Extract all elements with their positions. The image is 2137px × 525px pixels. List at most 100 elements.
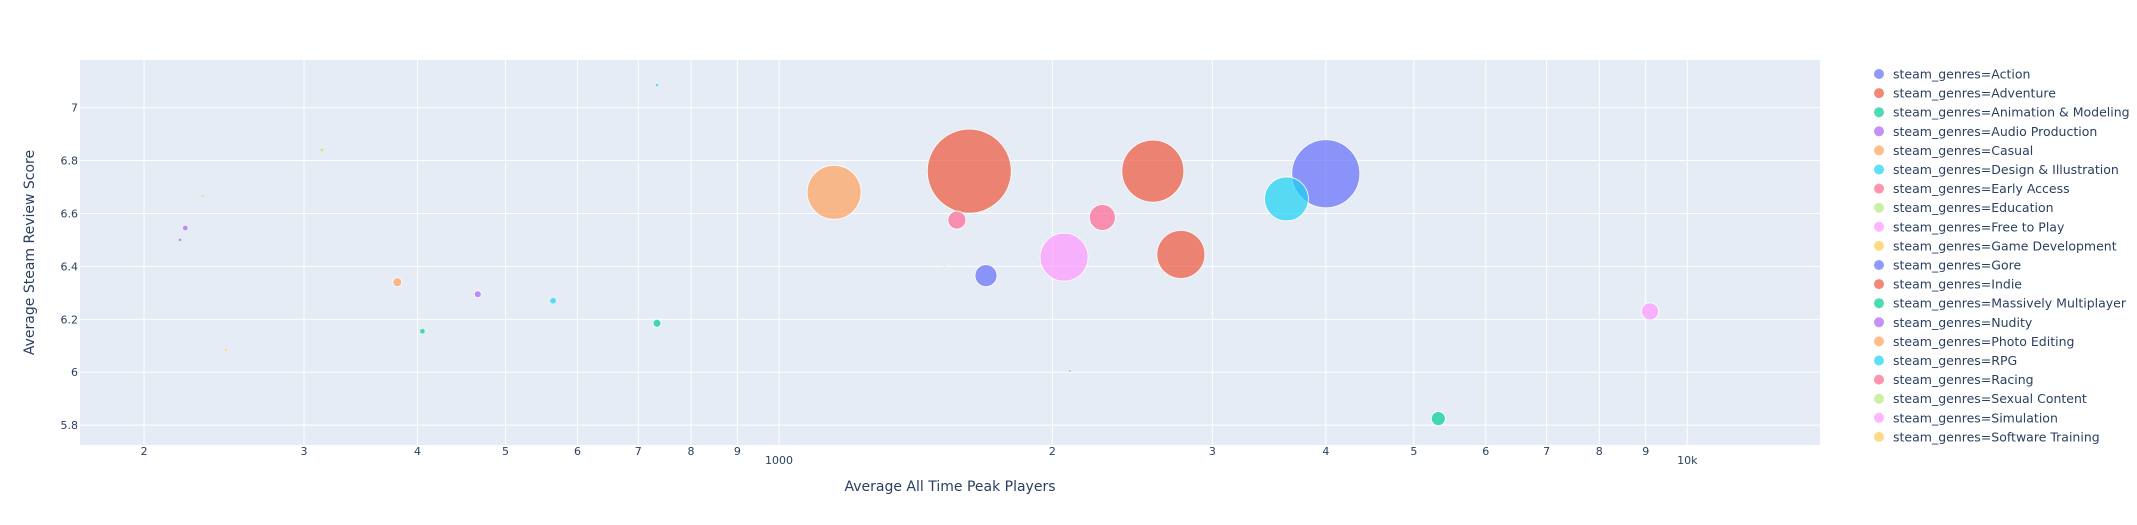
- legend-marker: [1874, 107, 1884, 118]
- bubble-photo-editing[interactable]: [392, 277, 403, 288]
- bubble-simulation[interactable]: [1641, 302, 1659, 321]
- legend-marker: [1874, 221, 1884, 232]
- x-tick-label: 4: [414, 445, 421, 458]
- x-tick-labels: 2 3 4 5 6 7 8 9 1000 2 3 4 5 6 7 8 9 10k: [141, 445, 1698, 467]
- bubble-nudity[interactable]: [178, 238, 182, 242]
- bubble-adventure[interactable]: [926, 128, 1012, 214]
- legend-marker: [1874, 412, 1884, 423]
- legend-item-indie[interactable]: steam_genres=Indie: [1874, 277, 2022, 292]
- legend-label: steam_genres=Racing: [1893, 372, 2034, 387]
- legend-item-early-access[interactable]: steam_genres=Early Access: [1874, 181, 2070, 196]
- x-tick-label: 6: [574, 445, 581, 458]
- legend-label: steam_genres=Casual: [1893, 143, 2033, 158]
- x-tick-label: 5: [502, 445, 509, 458]
- legend-item-rpg[interactable]: steam_genres=RPG: [1874, 353, 2017, 368]
- legend-item-massively-multiplayer[interactable]: steam_genres=Massively Multiplayer: [1874, 296, 2127, 311]
- x-tick-label: 4: [1322, 445, 1329, 458]
- x-tick-label: 1000: [765, 454, 793, 467]
- gridlines: [80, 60, 1820, 445]
- legend-label: steam_genres=Massively Multiplayer: [1893, 296, 2127, 311]
- bubble-rpg[interactable]: [549, 297, 557, 304]
- y-tick-label: 6.4: [61, 260, 79, 273]
- legend-item-action[interactable]: steam_genres=Action: [1874, 67, 2030, 82]
- x-tick-label: 7: [1543, 445, 1550, 458]
- x-tick-label: 8: [687, 445, 694, 458]
- legend-item-sexual-content[interactable]: steam_genres=Sexual Content: [1874, 391, 2087, 406]
- legend-label: steam_genres=Early Access: [1893, 181, 2070, 196]
- bubble-audio-production[interactable]: [182, 225, 188, 231]
- legend-item-software-training[interactable]: steam_genres=Software Training: [1874, 429, 2100, 444]
- bubble-nudity[interactable]: [473, 290, 482, 299]
- legend-marker: [1874, 260, 1884, 270]
- legend-item-simulation[interactable]: steam_genres=Simulation: [1874, 410, 2058, 425]
- bubble-gore[interactable]: [974, 264, 998, 288]
- bubble-action[interactable]: [1291, 139, 1361, 209]
- legend-label: steam_genres=Sexual Content: [1893, 391, 2087, 406]
- x-tick-label: 7: [635, 445, 642, 458]
- legend-label: steam_genres=Indie: [1893, 277, 2022, 292]
- legend-marker: [1874, 88, 1884, 99]
- bubble-casual[interactable]: [806, 164, 862, 220]
- legend-marker: [1874, 317, 1884, 328]
- legend-item-photo-editing[interactable]: steam_genres=Photo Editing: [1874, 334, 2074, 349]
- legend-item-audio-production[interactable]: steam_genres=Audio Production: [1874, 124, 2097, 139]
- legend-marker: [1874, 336, 1884, 347]
- legend-item-nudity[interactable]: steam_genres=Nudity: [1874, 315, 2033, 330]
- legend-item-animation-modeling[interactable]: steam_genres=Animation & Modeling: [1874, 105, 2130, 120]
- legend-marker: [1874, 374, 1884, 385]
- y-axis-title: Average Steam Review Score: [22, 150, 38, 355]
- bubble-massively-multiplayer[interactable]: [652, 318, 662, 328]
- legend-label: steam_genres=Action: [1893, 67, 2030, 82]
- bubble-software-training[interactable]: [224, 348, 228, 352]
- legend-label: steam_genres=Nudity: [1893, 315, 2033, 330]
- legend: steam_genres=Action steam_genres=Adventur…: [1874, 67, 2130, 444]
- x-tick-label: 2: [141, 445, 148, 458]
- legend-label: steam_genres=Animation & Modeling: [1893, 105, 2130, 120]
- legend-item-design-illustration[interactable]: steam_genres=Design & Illustration: [1874, 162, 2119, 177]
- legend-marker: [1874, 431, 1884, 442]
- legend-label: steam_genres=Photo Editing: [1893, 334, 2074, 349]
- legend-item-gore[interactable]: steam_genres=Gore: [1874, 258, 2021, 273]
- legend-label: steam_genres=Game Development: [1893, 238, 2117, 253]
- legend-marker: [1874, 298, 1884, 309]
- legend-marker: [1874, 183, 1884, 194]
- bubble-massively-multiplayer[interactable]: [1430, 411, 1446, 426]
- bubble-education[interactable]: [201, 194, 205, 198]
- bubble-early-access[interactable]: [1088, 204, 1116, 231]
- legend-item-casual[interactable]: steam_genres=Casual: [1874, 143, 2033, 158]
- bubble-racing[interactable]: [947, 210, 967, 230]
- legend-marker: [1874, 126, 1884, 137]
- x-axis-title: Average All Time Peak Players: [844, 479, 1055, 495]
- x-tick-label: 6: [1482, 445, 1489, 458]
- legend-label: steam_genres=Adventure: [1893, 86, 2056, 101]
- bubble-game-development[interactable]: [942, 265, 946, 268]
- legend-label: steam_genres=RPG: [1893, 353, 2017, 368]
- bubble-rpg[interactable]: [655, 83, 659, 87]
- legend-marker: [1874, 279, 1884, 290]
- bubble-indie[interactable]: [1121, 139, 1185, 203]
- bubble-indie[interactable]: [1156, 230, 1206, 279]
- legend-label: steam_genres=Gore: [1893, 258, 2021, 273]
- x-tick-label: 3: [301, 445, 308, 458]
- bubble-nudity[interactable]: [1068, 369, 1071, 373]
- bubble-animation-modeling[interactable]: [419, 328, 426, 334]
- legend-item-adventure[interactable]: steam_genres=Adventure: [1874, 86, 2056, 101]
- plot-background: [80, 60, 1820, 445]
- y-tick-label: 6: [71, 366, 78, 379]
- legend-item-education[interactable]: steam_genres=Education: [1874, 200, 2054, 215]
- legend-label: steam_genres=Software Training: [1893, 429, 2100, 444]
- x-tick-label: 5: [1410, 445, 1417, 458]
- legend-marker: [1874, 69, 1884, 79]
- legend-item-game-development[interactable]: steam_genres=Game Development: [1874, 238, 2117, 253]
- legend-marker: [1874, 145, 1884, 156]
- legend-item-racing[interactable]: steam_genres=Racing: [1874, 372, 2034, 387]
- y-tick-labels: 5.8 6 6.2 6.4 6.6 6.8 7: [61, 102, 79, 433]
- y-tick-label: 7: [71, 102, 78, 115]
- bubble-free-to-play[interactable]: [1039, 232, 1089, 282]
- legend-item-free-to-play[interactable]: steam_genres=Free to Play: [1874, 219, 2065, 234]
- x-tick-label: 10k: [1677, 454, 1698, 467]
- legend-label: steam_genres=Audio Production: [1893, 124, 2097, 139]
- legend-marker: [1874, 393, 1884, 404]
- bubble-design-illustration[interactable]: [1264, 176, 1309, 222]
- bubble-sexual-content[interactable]: [319, 147, 325, 153]
